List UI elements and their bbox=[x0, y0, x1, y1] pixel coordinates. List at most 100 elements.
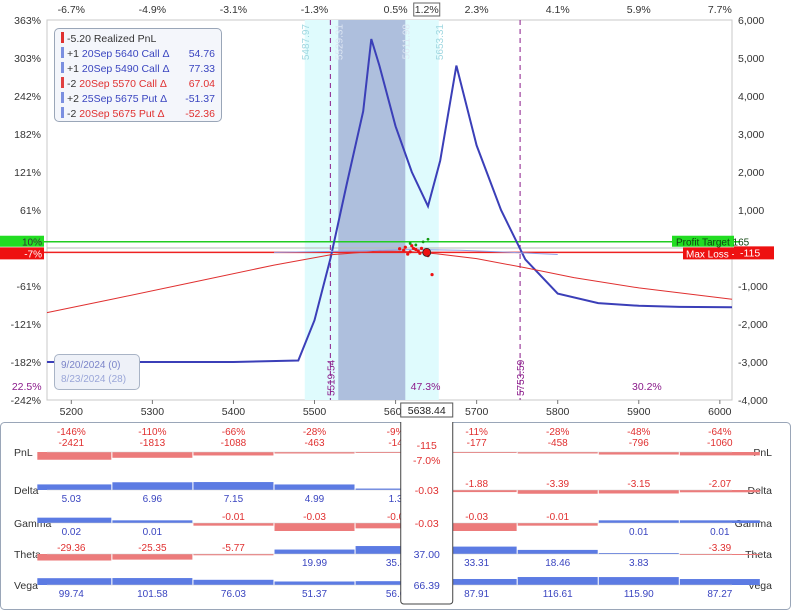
greek-value-label: -0.03 bbox=[465, 512, 488, 523]
profit-target-flag bbox=[672, 235, 734, 247]
greek-bar bbox=[679, 452, 760, 456]
greek-value-label: 115.90 bbox=[624, 589, 654, 600]
top-axis-pct-label: 1.2% bbox=[415, 4, 439, 16]
realized-pnl-point bbox=[411, 246, 416, 250]
y-left-tick-label: 61% bbox=[20, 205, 41, 217]
legend-label: 20Sep 5490 Call Δ bbox=[81, 63, 170, 75]
y-left-tick-label: 303% bbox=[14, 53, 41, 65]
greek-value-label: -3.39 bbox=[708, 543, 731, 554]
legend-row-position[interactable]: -2 20Sep 5570 Call Δ 67.04 bbox=[61, 77, 217, 92]
x-tick-label: 5400 bbox=[222, 406, 246, 418]
greek-value-label: 6.96 bbox=[143, 494, 163, 505]
top-axis-pct-label: 2.3% bbox=[465, 4, 489, 16]
legend-row-position[interactable]: -2 20Sep 5675 Put Δ -52.36 bbox=[61, 107, 217, 122]
legend-swatch bbox=[61, 32, 64, 43]
top-axis-pct-label: 0.5% bbox=[384, 4, 408, 16]
greek-bar bbox=[679, 490, 760, 493]
legend-row-position[interactable]: +1 20Sep 5640 Call Δ 54.76 bbox=[61, 47, 217, 62]
profit-point bbox=[408, 242, 412, 245]
legend-delta: 54.76 bbox=[188, 48, 215, 60]
y-right-tick-label: 6,000 bbox=[738, 15, 764, 27]
y-left-tick-label: -182% bbox=[11, 357, 41, 369]
legend-row-position[interactable]: +2 25Sep 5675 Put Δ -51.37 bbox=[61, 92, 217, 107]
greek-value-label: -463 bbox=[305, 438, 325, 449]
greek-value-label: 87.91 bbox=[464, 589, 489, 600]
legend-label: -5.20 Realized PnL bbox=[67, 33, 157, 45]
legend-swatch bbox=[61, 62, 64, 73]
greek-bar bbox=[274, 452, 355, 454]
greek-value-label: -29.36 bbox=[57, 543, 86, 554]
x-tick-label: 5300 bbox=[141, 406, 165, 418]
legend-delta: 77.33 bbox=[188, 63, 215, 75]
cursor-pnl-pct: -7.0% bbox=[413, 455, 440, 467]
greek-row-name-left: Vega bbox=[14, 580, 38, 592]
greek-value-label: 18.46 bbox=[545, 558, 570, 569]
date-selector[interactable]: 9/20/2024 (0) 8/23/2024 (28) bbox=[54, 354, 140, 390]
positions-legend[interactable]: -5.20 Realized PnL +1 20Sep 5640 Call Δ 5… bbox=[54, 28, 222, 122]
greek-value-label: -2.07 bbox=[708, 479, 731, 490]
top-axis-pct-label: -3.1% bbox=[220, 4, 247, 16]
realized-pnl-point bbox=[406, 252, 410, 256]
greek-value-label: 35.8 bbox=[386, 558, 406, 569]
y-left-tick-label: 182% bbox=[14, 129, 41, 141]
greek-bar bbox=[436, 523, 517, 531]
greek-bar bbox=[598, 520, 679, 523]
greeks-frame bbox=[0, 422, 791, 610]
greek-bar bbox=[517, 523, 598, 526]
greek-value-label: 7.15 bbox=[224, 494, 244, 505]
greek-value-label: -3.15 bbox=[627, 479, 650, 490]
greek-row-name-left: Delta bbox=[14, 485, 39, 497]
current-date[interactable]: 8/23/2024 (28) bbox=[61, 374, 127, 385]
greek-value-label: -3.39 bbox=[546, 479, 569, 490]
profit-target-label: Profit Target 165 bbox=[676, 238, 750, 249]
probability-label: 22.5% bbox=[12, 381, 42, 393]
greek-value-label: 116.61 bbox=[543, 589, 573, 600]
greek-value-label: -0.01 bbox=[222, 512, 245, 523]
profit-point bbox=[421, 240, 425, 244]
greek-value-label: -1060 bbox=[707, 438, 733, 449]
legend-row-realized-pnl[interactable]: -5.20 Realized PnL bbox=[61, 32, 217, 47]
y-right-tick-label: 2,000 bbox=[738, 167, 764, 179]
inner-range-band bbox=[338, 20, 406, 400]
x-tick-label: 6000 bbox=[708, 406, 732, 418]
legend-row-position[interactable]: +1 20Sep 5490 Call Δ 77.33 bbox=[61, 62, 217, 77]
legend-delta: -51.37 bbox=[185, 93, 215, 105]
greek-bar bbox=[37, 452, 112, 460]
expiry-date[interactable]: 9/20/2024 (0) bbox=[61, 360, 121, 371]
greek-bar bbox=[679, 520, 760, 523]
greek-value-label: 0.02 bbox=[62, 527, 82, 538]
max-loss-label: Max Loss -115 bbox=[686, 249, 751, 260]
greek-value-label: -0.01 bbox=[546, 512, 569, 523]
legend-qty: +1 bbox=[67, 48, 79, 60]
legend-swatch bbox=[61, 77, 64, 88]
top-axis-pct-label: 5.9% bbox=[627, 4, 651, 16]
greek-pct-label: -28% bbox=[303, 427, 326, 438]
pct-flag-red bbox=[0, 247, 44, 260]
legend-swatch bbox=[61, 107, 64, 118]
current-position-marker bbox=[422, 247, 432, 257]
greek-value-label: 19.99 bbox=[302, 558, 327, 569]
risk-graph-chart[interactable]: 5487.97 5529.31 5611.98 5653.31 5519.54 5753… bbox=[0, 0, 792, 422]
realized-pnl-point bbox=[414, 247, 418, 252]
pct-flag-green bbox=[0, 235, 44, 247]
greek-bar bbox=[274, 581, 355, 585]
greek-bar bbox=[37, 578, 112, 585]
greek-bar bbox=[436, 452, 517, 453]
y-left-tick-label: 242% bbox=[14, 91, 41, 103]
probability-label: 30.2% bbox=[632, 381, 662, 393]
cursor-pnl-value: -115 bbox=[417, 440, 437, 452]
greeks-panel: PnL PnL-146%-2421-110%-1813-66%-1088-28%-… bbox=[0, 422, 791, 610]
cursor-theta-value: 37.00 bbox=[414, 549, 440, 561]
realized-pnl-point bbox=[419, 246, 424, 250]
legend-label: 20Sep 5570 Call Δ bbox=[79, 78, 167, 90]
greek-bar bbox=[112, 578, 193, 585]
y-right-tick-label: 1,000 bbox=[738, 205, 764, 217]
greek-bar bbox=[112, 452, 193, 458]
greek-value-label: 5.03 bbox=[62, 494, 82, 505]
greek-row-name-right: Gamma bbox=[735, 518, 773, 530]
x-tick-label: 5200 bbox=[60, 406, 84, 418]
greek-pct-label: -11% bbox=[465, 427, 488, 438]
realized-pnl-point bbox=[418, 251, 422, 255]
greek-bar bbox=[679, 554, 760, 555]
greek-value-label: -177 bbox=[467, 438, 487, 449]
